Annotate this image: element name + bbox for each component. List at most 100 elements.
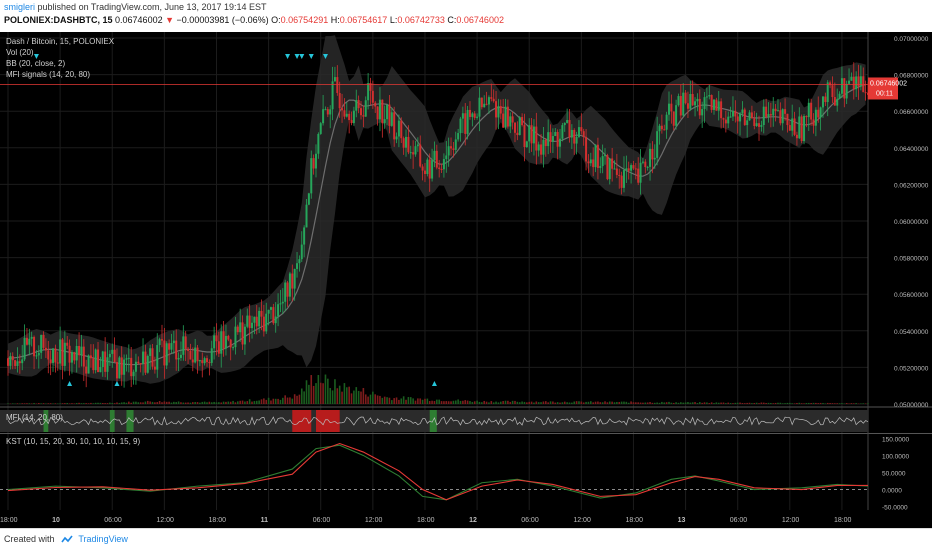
candle-down	[441, 169, 443, 170]
volume-bar	[438, 400, 440, 404]
volume-bar	[701, 403, 703, 404]
candle-up	[727, 117, 729, 124]
volume-bar	[197, 402, 199, 404]
volume-bar	[453, 401, 455, 404]
candle-up	[561, 125, 563, 139]
candle-up	[24, 338, 26, 360]
candle-down	[611, 158, 613, 168]
legend-vol[interactable]: Vol (20)	[6, 48, 34, 57]
candle-up	[767, 114, 769, 117]
tradingview-brand-link[interactable]: TradingView	[78, 534, 128, 544]
volume-bar	[687, 402, 689, 404]
volume-bar	[313, 386, 315, 404]
candle-up	[279, 303, 281, 304]
candle-down	[438, 168, 440, 169]
volume-bar	[287, 398, 289, 404]
candle-up	[538, 144, 540, 150]
legend-bb[interactable]: BB (20, close, 2)	[6, 59, 65, 68]
volume-bar	[168, 402, 170, 404]
high-value: 0.06754617	[340, 15, 388, 25]
volume-bar	[367, 397, 369, 404]
volume-bar	[327, 379, 329, 404]
chart-canvas[interactable]: 0.070000000.068000000.066000000.06400000…	[0, 32, 932, 528]
volume-bar	[235, 402, 237, 404]
time-tick-label: 12:00	[573, 517, 591, 524]
candle-up	[310, 158, 312, 193]
volume-bar	[187, 402, 189, 404]
volume-bar	[135, 402, 137, 404]
volume-bar	[671, 403, 673, 404]
candle-down	[616, 169, 618, 175]
volume-bar	[64, 403, 66, 404]
volume-bar	[246, 401, 248, 404]
volume-bar	[590, 401, 592, 404]
legend-mfi-signals[interactable]: MFI signals (14, 20, 80)	[6, 70, 90, 79]
candle-up	[107, 357, 109, 372]
footer: Created with TradingView	[0, 528, 932, 551]
candle-up	[16, 361, 18, 366]
volume-bar	[81, 403, 83, 404]
volume-bar	[52, 403, 54, 404]
candle-down	[450, 146, 452, 148]
volume-bar	[599, 402, 601, 404]
volume-bar	[505, 401, 507, 404]
published-text: published on TradingView.com, June 13, 2…	[38, 2, 267, 12]
volume-bar	[424, 399, 426, 404]
candle-up	[9, 356, 11, 366]
candle-up	[777, 110, 779, 111]
volume-bar	[258, 400, 260, 404]
candle-up	[396, 136, 398, 139]
volume-bar	[690, 403, 692, 404]
publisher-link[interactable]: smigleri	[4, 2, 35, 12]
candle-down	[673, 111, 675, 125]
volume-bar	[562, 402, 564, 404]
volume-bar	[107, 403, 109, 404]
volume-bar	[618, 402, 620, 404]
volume-bar	[415, 401, 417, 404]
close-value: 0.06746002	[456, 15, 504, 25]
volume-bar	[71, 403, 73, 404]
candle-down	[545, 140, 547, 146]
volume-bar	[616, 402, 618, 404]
volume-bar	[597, 402, 599, 404]
volume-bar	[692, 402, 694, 404]
volume-bar	[607, 402, 609, 404]
volume-bar	[675, 402, 677, 404]
candle-up	[694, 101, 696, 105]
time-tick-label: 18:00	[834, 517, 852, 524]
candle-up	[365, 100, 367, 116]
volume-bar	[405, 400, 407, 404]
candle-up	[713, 100, 715, 110]
volume-bar	[507, 401, 509, 404]
candle-up	[40, 335, 42, 353]
volume-bar	[481, 402, 483, 404]
volume-bar	[31, 403, 33, 404]
candle-down	[208, 362, 210, 363]
volume-bar	[85, 403, 87, 404]
volume-bar	[832, 403, 834, 404]
volume-bar	[190, 403, 192, 404]
candle-down	[422, 166, 424, 170]
mfi-label[interactable]: MFI (14, 20, 80)	[6, 413, 63, 422]
volume-bar	[26, 403, 28, 404]
candle-down	[343, 110, 345, 116]
candle-down	[464, 113, 466, 134]
candle-down	[452, 148, 454, 149]
candle-up	[194, 348, 196, 363]
volume-bar	[318, 375, 320, 404]
volume-bar	[467, 401, 469, 404]
candle-up	[526, 141, 528, 147]
candle-down	[765, 107, 767, 117]
volume-bar	[358, 391, 360, 404]
candle-up	[578, 127, 580, 137]
candle-up	[576, 137, 578, 144]
volume-bar	[88, 403, 90, 404]
volume-bar	[645, 403, 647, 404]
volume-bar	[706, 402, 708, 404]
candle-up	[296, 263, 298, 269]
volume-bar	[732, 403, 734, 404]
kst-tick-label: 0.0000	[882, 488, 902, 495]
volume-bar	[474, 401, 476, 404]
kst-label[interactable]: KST (10, 15, 20, 30, 10, 10, 10, 15, 9)	[6, 437, 141, 446]
